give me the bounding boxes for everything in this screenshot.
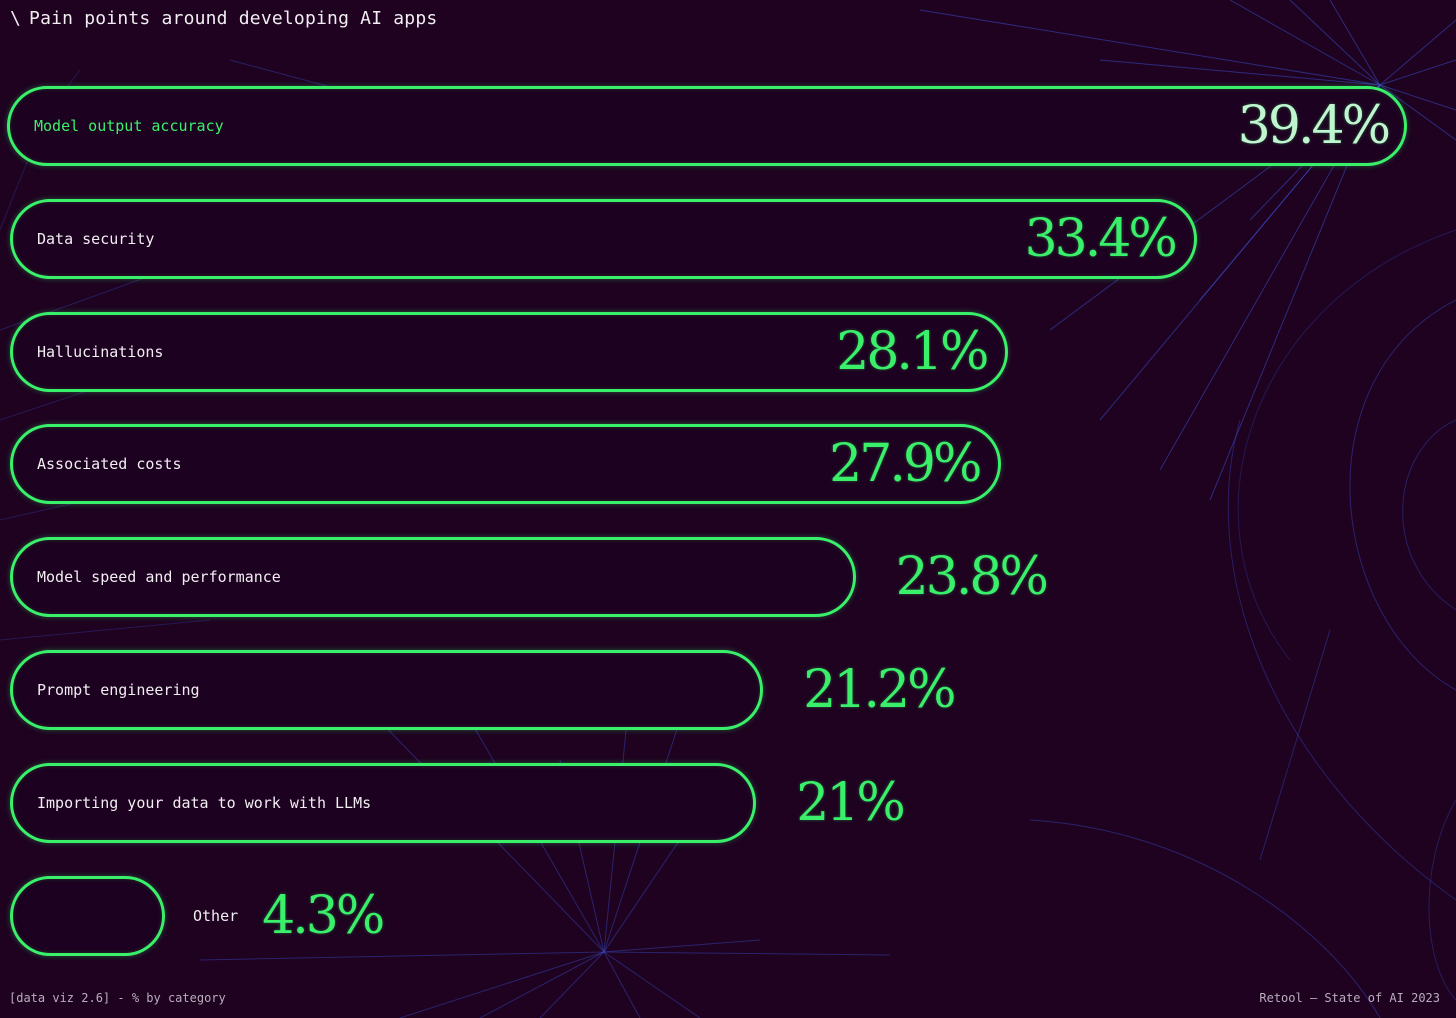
- background-curve: [1237, 229, 1456, 661]
- background-line: [1379, 19, 1456, 86]
- background-line: [919, 9, 1381, 86]
- chart-title-row: \ Pain points around developing AI apps: [10, 8, 437, 29]
- background-curve: [1349, 299, 1456, 691]
- background-line: [1099, 59, 1381, 86]
- background-line: [1379, 84, 1456, 111]
- background-line: [199, 951, 605, 961]
- bar-value-label: 28.1%: [836, 321, 989, 382]
- bar-value-label: 33.4%: [1024, 208, 1178, 269]
- background-line: [479, 951, 605, 1018]
- background-line: [1329, 0, 1381, 86]
- bar-label: Prompt engineering: [37, 681, 200, 699]
- background-line: [603, 951, 701, 1018]
- slash-icon: \: [10, 8, 22, 29]
- bar: [7, 86, 1407, 166]
- background-line: [603, 939, 761, 953]
- footer-credit: Retool — State of AI 2023: [1259, 991, 1440, 1005]
- background-line: [1379, 84, 1456, 141]
- bar-label: Data security: [37, 229, 155, 248]
- bar-label: Importing your data to work with LLMs: [37, 793, 372, 812]
- bar: [10, 537, 856, 618]
- chart-title: Pain points around developing AI apps: [29, 8, 438, 29]
- bar-label: Hallucinations: [37, 342, 164, 361]
- bar-label: Model speed and performance: [37, 568, 281, 587]
- background-line: [399, 951, 605, 1018]
- background-line: [603, 951, 641, 1018]
- bar-label: Other: [193, 906, 239, 925]
- bar: [10, 198, 1197, 279]
- bar-value-label: 21.2%: [803, 660, 956, 720]
- footer-caption: [data viz 2.6] - % by category: [9, 991, 226, 1005]
- background-curve: [1227, 419, 1456, 901]
- bar-value-label: 4.3%: [262, 885, 385, 946]
- bar-label: Associated costs: [37, 455, 182, 474]
- background-curve: [1029, 819, 1381, 1018]
- bar-value-label: 23.8%: [895, 547, 1049, 608]
- background-line: [0, 619, 211, 641]
- bar-value-label: 27.9%: [829, 434, 982, 495]
- background-line: [1379, 59, 1456, 86]
- bar: [10, 311, 1009, 392]
- background-line: [1229, 0, 1381, 86]
- bar-value-label: 21%: [796, 772, 906, 833]
- background-line: [539, 951, 605, 1018]
- bar-value-label: 39.4%: [1237, 96, 1391, 156]
- background-line: [603, 951, 891, 956]
- bar: [10, 762, 757, 843]
- bar: [10, 875, 165, 956]
- background-curve: [1402, 419, 1456, 611]
- background-line: [1289, 0, 1381, 86]
- bar: [10, 424, 1002, 505]
- bar-label: Model output accuracy: [34, 117, 224, 135]
- background-curve: [1428, 799, 1456, 1001]
- bar: [10, 650, 764, 730]
- background-line: [1259, 629, 1331, 861]
